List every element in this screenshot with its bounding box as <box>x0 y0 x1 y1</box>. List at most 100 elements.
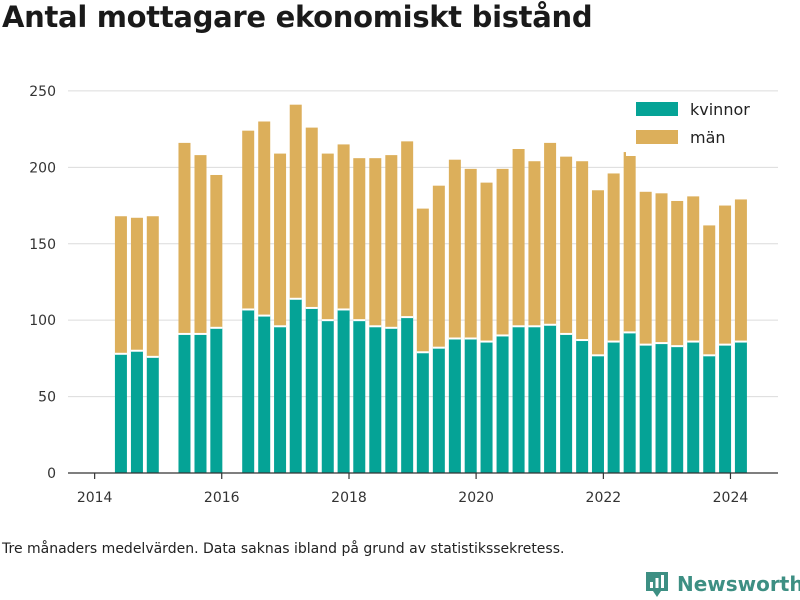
bar-kvinnor <box>719 344 732 473</box>
bar-man <box>258 121 271 316</box>
brand-logo: Newsworthy <box>644 568 800 600</box>
y-tick-label: 50 <box>38 390 56 406</box>
y-tick-label: 250 <box>29 84 56 100</box>
bar-man <box>560 156 573 334</box>
bar-man <box>655 193 668 344</box>
bar-man <box>146 216 159 357</box>
bar-man <box>353 158 366 321</box>
bar-kvinnor <box>353 320 366 473</box>
y-tick-label: 150 <box>29 237 56 253</box>
bar-kvinnor <box>337 309 350 473</box>
bar-kvinnor <box>639 344 652 473</box>
bar-kvinnor <box>114 353 127 473</box>
bar-kvinnor <box>703 355 716 473</box>
bar-man <box>337 144 350 310</box>
bar-man <box>544 142 557 325</box>
bar-kvinnor <box>369 326 382 473</box>
bar-man <box>274 153 287 327</box>
bar-kvinnor <box>480 341 493 473</box>
bar-kvinnor <box>242 309 255 473</box>
bar-man <box>305 127 318 308</box>
bar-kvinnor <box>305 307 318 473</box>
bar-man <box>416 208 429 353</box>
bar-man <box>607 173 620 342</box>
bar-man <box>576 161 589 341</box>
bar-kvinnor <box>321 320 334 473</box>
bar-man <box>639 191 652 345</box>
bar-kvinnor <box>512 326 525 473</box>
bar-kvinnor <box>734 341 747 473</box>
x-tick-label: 2018 <box>331 490 367 506</box>
bar-kvinnor <box>687 341 700 473</box>
bar-man <box>194 155 207 334</box>
bar-man <box>703 225 716 356</box>
bars <box>114 104 747 473</box>
bar-kvinnor <box>544 324 557 473</box>
bar-kvinnor <box>448 338 461 473</box>
footnote: Tre månaders medelvärden. Data saknas ib… <box>2 541 565 557</box>
page-title: Antal mottagare ekonomiskt bistånd <box>2 0 593 34</box>
bar-kvinnor <box>671 346 684 473</box>
bar-man <box>369 158 382 327</box>
bar-man <box>385 155 398 328</box>
bar-man <box>480 182 493 342</box>
bar-kvinnor <box>528 326 541 473</box>
bar-kvinnor <box>385 327 398 473</box>
bar-kvinnor <box>146 356 159 473</box>
bar-kvinnor <box>655 343 668 473</box>
x-tick-label: 2024 <box>713 490 749 506</box>
bar-man <box>591 190 604 356</box>
bar-man <box>178 142 191 334</box>
bar-man <box>719 205 732 345</box>
bar-kvinnor <box>401 317 414 473</box>
bar-kvinnor <box>623 332 636 473</box>
bar-kvinnor <box>591 355 604 473</box>
bar-kvinnor <box>560 333 573 473</box>
bar-man <box>734 199 747 342</box>
x-tick-label: 2022 <box>586 490 622 506</box>
bar-kvinnor <box>178 333 191 473</box>
newsworthy-logo-icon <box>646 572 668 597</box>
bar-kvinnor <box>607 341 620 473</box>
x-tick-label: 2014 <box>77 490 113 506</box>
stacked-bar-chart: 0 50 100 150 200 250 2014 2016 2018 2020 2022 2024… <box>29 84 778 506</box>
bar-kvinnor <box>496 335 509 473</box>
bar-man <box>432 185 445 348</box>
legend: kvinnor män <box>626 96 766 156</box>
bar-man <box>448 159 461 339</box>
bar-kvinnor <box>432 347 445 473</box>
bar-man <box>671 200 684 347</box>
bar-man <box>496 168 509 336</box>
bar-man <box>242 130 255 310</box>
y-tick-label: 0 <box>47 466 56 482</box>
bar-man <box>289 104 302 299</box>
y-tick-label: 100 <box>29 313 56 329</box>
legend-swatch <box>636 130 678 144</box>
bar-man <box>512 149 525 327</box>
bar-kvinnor <box>576 340 589 473</box>
bar-man <box>210 174 223 328</box>
x-tick-label: 2020 <box>458 490 494 506</box>
x-axis <box>68 472 778 479</box>
legend-label: män <box>690 128 726 147</box>
bar-kvinnor <box>194 333 207 473</box>
bar-man <box>321 153 334 321</box>
bar-man <box>130 217 143 351</box>
y-tick-label: 200 <box>29 160 56 176</box>
brand-name: Newsworthy <box>677 572 800 596</box>
bar-kvinnor <box>416 352 429 473</box>
x-tick-label: 2016 <box>204 490 240 506</box>
legend-label: kvinnor <box>690 100 750 119</box>
bar-kvinnor <box>274 326 287 473</box>
bar-kvinnor <box>464 338 477 473</box>
bar-kvinnor <box>289 298 302 473</box>
bar-kvinnor <box>258 315 271 473</box>
legend-swatch <box>636 102 678 116</box>
bar-man <box>464 168 477 339</box>
bar-man <box>687 196 700 342</box>
bar-man <box>528 161 541 327</box>
x-axis-labels: 2014 2016 2018 2020 2022 2024 <box>77 490 749 506</box>
y-axis-labels: 0 50 100 150 200 250 <box>29 84 56 482</box>
bar-man <box>114 216 127 354</box>
bar-kvinnor <box>210 327 223 473</box>
